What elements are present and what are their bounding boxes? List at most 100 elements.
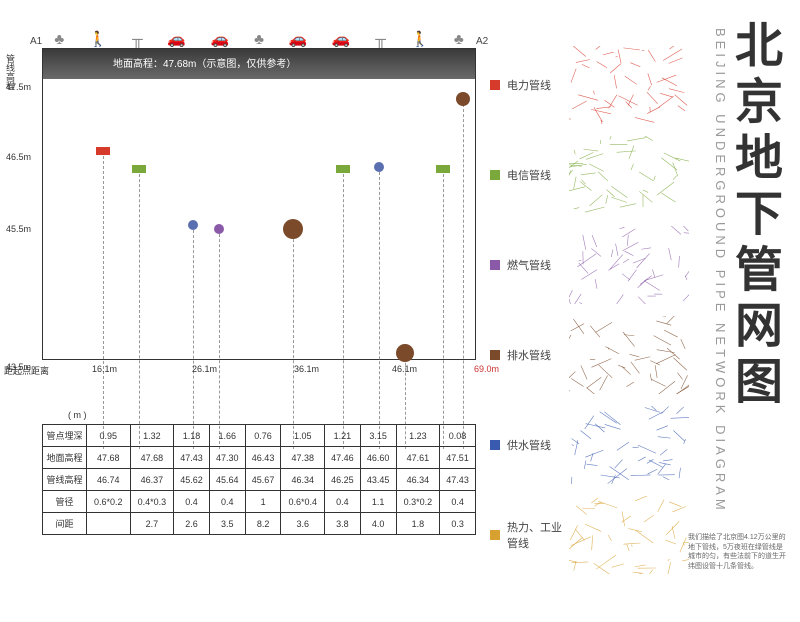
table-cell: 47.61 xyxy=(396,447,440,469)
table-cell: 3.6 xyxy=(281,513,325,535)
drop-line xyxy=(103,151,104,449)
legend-item: 燃气管线 xyxy=(490,220,690,310)
table-cell: 1.18 xyxy=(174,425,210,447)
table-cell: 47.43 xyxy=(440,469,476,491)
row-header: 管点埋深 xyxy=(43,425,87,447)
pedestrian-icon: 🚶 xyxy=(89,30,108,48)
table-cell: 46.25 xyxy=(325,469,361,491)
table-cell: 1 xyxy=(245,491,281,513)
pipe-point xyxy=(396,344,414,362)
table-cell: 0.6*0.2 xyxy=(87,491,131,513)
table-cell: 47.46 xyxy=(325,447,361,469)
drop-line xyxy=(463,99,464,449)
pipe-point xyxy=(188,220,198,230)
table-cell: 1.21 xyxy=(325,425,361,447)
x-tick: 36.1m xyxy=(294,364,319,374)
table-cell: 1.32 xyxy=(130,425,174,447)
table-cell: 0.4 xyxy=(440,491,476,513)
drop-line xyxy=(379,167,380,449)
table-cell: 47.43 xyxy=(174,447,210,469)
car-icon: 🚗 xyxy=(332,30,351,48)
pipe-point xyxy=(283,219,303,239)
legend-label: 燃气管线 xyxy=(507,257,562,273)
row-header: 地面高程 xyxy=(43,447,87,469)
y-tick: 45.5m xyxy=(6,224,31,234)
pipe-point xyxy=(132,165,146,173)
legend-swatch xyxy=(490,170,500,180)
table-cell: 46.34 xyxy=(281,469,325,491)
table-cell: 47.30 xyxy=(209,447,245,469)
legend-label: 排水管线 xyxy=(507,347,562,363)
table-cell: 3.5 xyxy=(209,513,245,535)
legend-item: 热力、工业管线 xyxy=(490,490,690,580)
table-cell: 1.05 xyxy=(281,425,325,447)
label-a2: A2 xyxy=(476,36,488,47)
lamp-icon: ╥ xyxy=(132,31,143,48)
title-en: BEIJING UNDERGROUND PIPE NETWORK DIAGRAM xyxy=(713,28,728,514)
x-tick: 16.1m xyxy=(92,364,117,374)
legend-item: 供水管线 xyxy=(490,400,690,490)
table-cell: 47.51 xyxy=(440,447,476,469)
surface-icons-row: ♣ 🚶 ╥ 🚗 🚗 ♣ 🚗 🚗 ╥ 🚶 ♣ xyxy=(42,24,476,48)
legend-swatch xyxy=(490,260,500,270)
table-cell: 3.8 xyxy=(325,513,361,535)
tree-icon: ♣ xyxy=(254,31,264,48)
y-tick: 47.5m xyxy=(6,82,31,92)
x-tick: 46.1m xyxy=(392,364,417,374)
table-cell: 0.6*0.4 xyxy=(281,491,325,513)
table-cell: 4.0 xyxy=(360,513,396,535)
y-tick: 43.5m xyxy=(6,362,31,372)
tree-icon: ♣ xyxy=(54,31,64,48)
table-cell: 1.1 xyxy=(360,491,396,513)
lamp-icon: ╥ xyxy=(375,31,386,48)
data-table-wrap: ( m ) 管点埋深0.951.321.181.660.761.051.213.… xyxy=(42,410,476,535)
table-cell: 46.43 xyxy=(245,447,281,469)
table-cell: 0.08 xyxy=(440,425,476,447)
drop-line xyxy=(443,169,444,449)
table-cell: 0.4*0.3 xyxy=(130,491,174,513)
network-map xyxy=(569,226,689,304)
legend-swatch xyxy=(490,80,500,90)
table-cell: 0.4 xyxy=(174,491,210,513)
car-icon: 🚗 xyxy=(211,30,230,48)
x-tick: 26.1m xyxy=(192,364,217,374)
table-cell: 0.95 xyxy=(87,425,131,447)
ground-elevation-label: 地面高程：47.68m（示意图，仅供参考） xyxy=(113,55,296,70)
legend-label: 电信管线 xyxy=(507,167,562,183)
legend-item: 排水管线 xyxy=(490,310,690,400)
pipe-point xyxy=(214,224,224,234)
unit-label: ( m ) xyxy=(68,410,476,420)
caption-text: 我们描绘了北京图4.12万公里的地下管线，5万夜班在绿管线是城市的匀，有些法前下… xyxy=(688,533,788,572)
pipe-point xyxy=(374,162,384,172)
legend-swatch xyxy=(490,530,500,540)
table-cell: 46.60 xyxy=(360,447,396,469)
title-cn: 北京地下管网图 xyxy=(718,20,788,412)
table-cell: 47.38 xyxy=(281,447,325,469)
legend-swatch xyxy=(490,350,500,360)
car-icon: 🚗 xyxy=(167,30,186,48)
network-map xyxy=(569,316,689,394)
network-map xyxy=(569,136,689,214)
network-map xyxy=(569,406,689,484)
table-cell: 1.66 xyxy=(209,425,245,447)
car-icon: 🚗 xyxy=(289,30,308,48)
table-cell: 2.7 xyxy=(130,513,174,535)
table-cell: 45.62 xyxy=(174,469,210,491)
network-map xyxy=(569,46,689,124)
table-cell: 46.34 xyxy=(396,469,440,491)
table-cell: 0.3*0.2 xyxy=(396,491,440,513)
section-chart: 地面高程：47.68m（示意图，仅供参考） 47.5m46.5m45.5m43.… xyxy=(42,48,476,360)
legend-label: 供水管线 xyxy=(507,437,562,453)
table-cell: 2.6 xyxy=(174,513,210,535)
legend-swatch xyxy=(490,440,500,450)
table-cell: 43.45 xyxy=(360,469,396,491)
legend-label: 电力管线 xyxy=(507,77,562,93)
pedestrian-icon: 🚶 xyxy=(410,30,429,48)
pipe-point xyxy=(436,165,450,173)
table-cell: 47.68 xyxy=(130,447,174,469)
table-cell: 46.37 xyxy=(130,469,174,491)
table-cell: 46.74 xyxy=(87,469,131,491)
pipe-point xyxy=(456,92,470,106)
pipe-point xyxy=(336,165,350,173)
table-cell: 45.67 xyxy=(245,469,281,491)
